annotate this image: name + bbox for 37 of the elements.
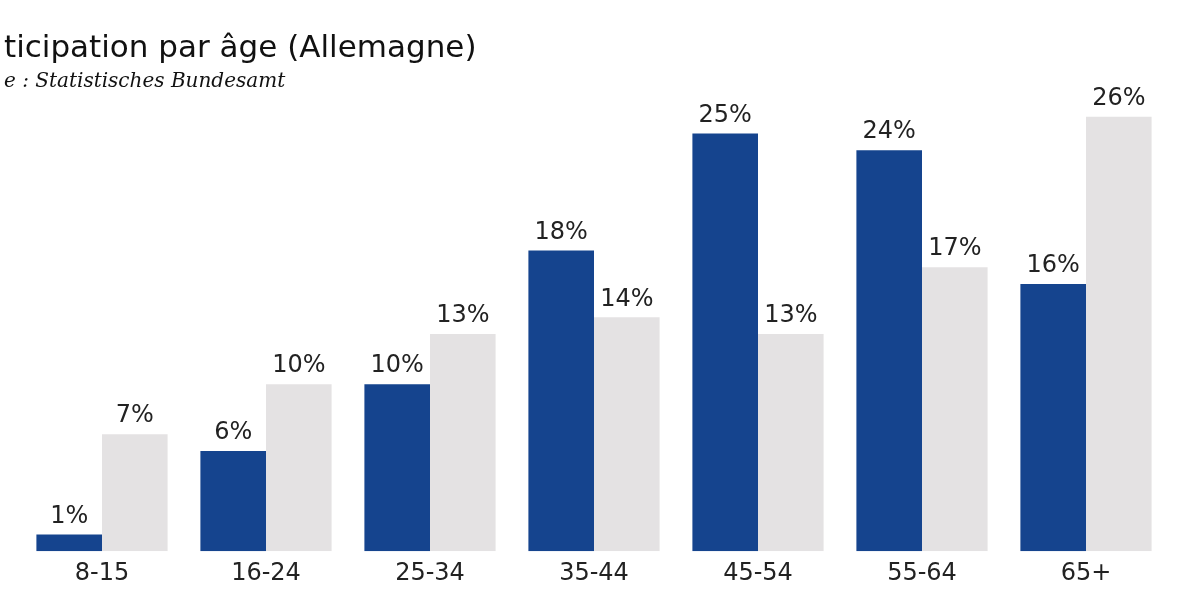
x-tick-label: 25-34 [395, 557, 465, 586]
bar [1020, 283, 1086, 552]
bar [1086, 116, 1152, 552]
chart-subtitle: e : Statistisches Bundesamt [4, 68, 287, 92]
data-label: 17% [928, 233, 982, 262]
data-label: 1% [50, 500, 89, 529]
data-label: 24% [862, 116, 916, 145]
x-tick-label: 8-15 [74, 557, 130, 586]
bar [364, 384, 430, 552]
bar [200, 450, 266, 552]
bar [594, 317, 660, 552]
bar [758, 334, 824, 552]
data-label: 13% [436, 300, 490, 329]
bar [36, 534, 102, 552]
x-tick-label: 16-24 [231, 557, 301, 586]
data-label: 25% [698, 99, 752, 128]
x-tick-label: 45-54 [723, 557, 793, 586]
bar [430, 334, 496, 552]
chart-title: ticipation par âge (Allemagne) [4, 28, 477, 64]
bar [692, 133, 758, 552]
x-tick-label: 35-44 [559, 557, 629, 586]
bar [528, 250, 594, 552]
x-tick-label: 55-64 [887, 557, 957, 586]
data-label: 14% [600, 283, 654, 312]
bar [266, 384, 332, 552]
data-label: 13% [764, 300, 818, 329]
data-label: 6% [214, 417, 253, 446]
data-label: 7% [115, 400, 154, 429]
data-label: 10% [272, 350, 326, 379]
data-label: 18% [534, 216, 588, 245]
x-tick-label: 65+ [1060, 557, 1112, 586]
bar [922, 267, 988, 552]
data-label: 10% [370, 350, 424, 379]
data-label: 16% [1026, 250, 1080, 279]
data-label: 26% [1092, 83, 1146, 112]
bar [856, 150, 922, 552]
bar [102, 434, 168, 552]
